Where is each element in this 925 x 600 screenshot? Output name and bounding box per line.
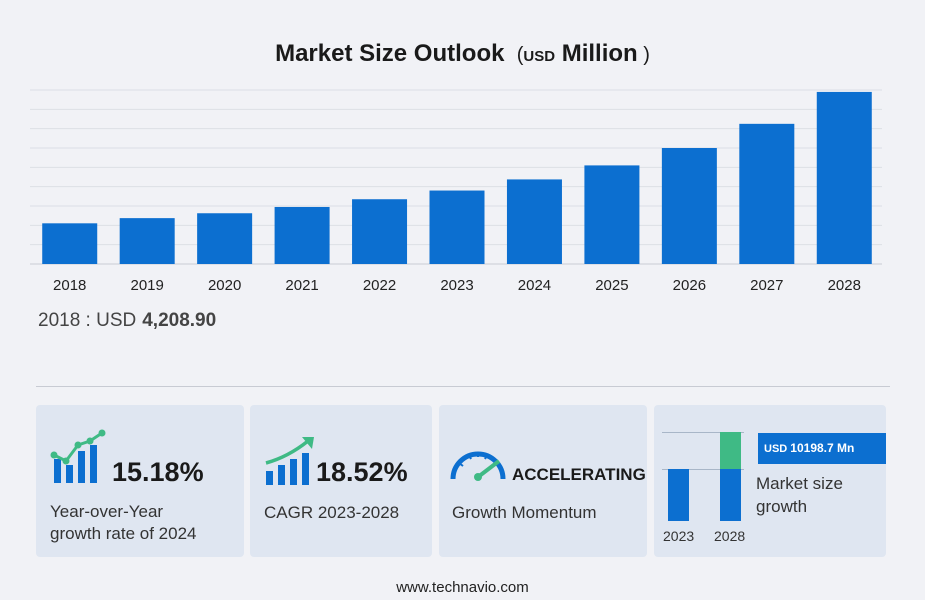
cagr-card: 18.52% CAGR 2023-2028	[250, 405, 432, 557]
mini-dash-top	[662, 432, 744, 433]
bar-chart: 2018 2019 2020 2021 2022 2023 2024 2025 2026 2027…	[30, 89, 882, 294]
bar-2025	[584, 165, 640, 264]
bar-2028	[816, 91, 872, 264]
x-tick-2022: 2022	[363, 277, 396, 294]
bar-2018	[42, 223, 98, 264]
x-tick-2020: 2020	[208, 277, 241, 294]
footer-url[interactable]: www.technavio.com	[396, 579, 529, 596]
x-tick-2028: 2028	[828, 277, 861, 294]
yoy-label-1: Year-over-Year	[50, 502, 164, 521]
chart-x-ticks: 2018 2019 2020 2021 2022 2023 2024 2025 2026 2027…	[53, 277, 861, 294]
title-unit-main: Million	[561, 40, 638, 67]
cagr-label: CAGR 2023-2028	[264, 503, 400, 522]
x-tick-2024: 2024	[518, 277, 551, 294]
growth-label-1: Market size	[756, 474, 843, 493]
mini-bar-growth	[720, 432, 741, 469]
chart-bars	[42, 91, 872, 264]
mini-bar-2028	[720, 469, 741, 521]
baseline-number: 4,208.90	[142, 310, 217, 331]
momentum-card: ACCELERATING Growth Momentum	[439, 405, 647, 557]
mini-year-b: 2028	[714, 528, 746, 544]
growth-card: 2023 2028 USD 10198.7 Mn Market size gro…	[654, 405, 886, 557]
bar-2026	[661, 148, 717, 264]
growth-label-2: growth	[756, 497, 808, 516]
cagr-value: 18.52%	[316, 457, 408, 487]
mini-bar-2023	[668, 469, 689, 521]
growth-tag-value: 10198.7 Mn	[790, 441, 855, 455]
bar-2024	[506, 179, 562, 264]
x-tick-2018: 2018	[53, 277, 86, 294]
yoy-card: 15.18% Year-over-Year growth rate of 202…	[36, 405, 244, 557]
x-tick-2023: 2023	[440, 277, 473, 294]
bar-2023	[429, 190, 485, 264]
yoy-label-2: growth rate of 2024	[50, 524, 197, 543]
mini-dash-mid	[662, 469, 744, 470]
title-text: Market Size Outlook	[275, 40, 505, 67]
x-tick-2025: 2025	[595, 277, 628, 294]
yoy-value: 15.18%	[112, 457, 204, 487]
growth-tag: USD 10198.7 Mn	[758, 433, 886, 464]
divider	[36, 386, 890, 387]
growth-chart-icon	[50, 429, 106, 483]
title-paren-open: (	[511, 44, 524, 66]
bar-2019	[119, 218, 175, 264]
title-paren-close: )	[637, 44, 650, 66]
x-tick-2027: 2027	[750, 277, 783, 294]
x-tick-2019: 2019	[130, 277, 163, 294]
baseline-label: 2018 : USD	[38, 310, 137, 331]
bar-2022	[352, 199, 408, 264]
trend-up-icon	[265, 437, 314, 485]
momentum-value: ACCELERATING	[512, 465, 646, 484]
growth-tag-prefix: USD	[764, 443, 788, 455]
x-tick-2026: 2026	[673, 277, 706, 294]
baseline-value: 2018 : USD 4,208.90	[38, 310, 216, 332]
chart-title: Market Size Outlook (USD Million )	[0, 40, 925, 68]
bar-2020	[197, 213, 253, 264]
x-tick-2021: 2021	[285, 277, 318, 294]
speedometer-icon	[450, 451, 506, 481]
bar-2021	[274, 206, 330, 264]
title-unit-prefix: USD	[523, 48, 556, 65]
mini-year-a: 2023	[663, 528, 695, 544]
bar-2027	[739, 123, 795, 264]
momentum-label: Growth Momentum	[452, 503, 597, 522]
